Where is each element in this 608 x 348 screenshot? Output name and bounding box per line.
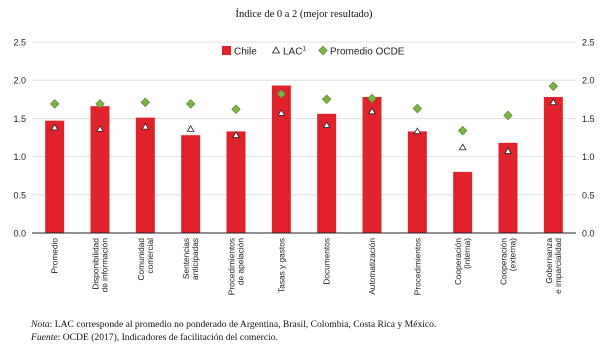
x-category-label: Promedio [50, 238, 60, 274]
note-label: Nota [31, 319, 50, 330]
source-line: Fuente: OCDE (2017), Indicadores de faci… [31, 331, 436, 344]
marker-lac [277, 108, 286, 116]
y-tick-label-right: 0.5 [582, 190, 595, 200]
marker-ocde [321, 94, 332, 105]
x-category-label: (interna) [462, 238, 472, 269]
bar-chile [90, 106, 110, 233]
bar-chile [45, 120, 65, 233]
marker-lac [368, 107, 376, 115]
x-category-label: e imparcialidad [553, 238, 563, 294]
bar-chile [453, 171, 473, 233]
x-category-label: anticipadas [190, 238, 200, 280]
y-tick-label-right: 0.0 [582, 229, 595, 239]
marker-lac [50, 123, 59, 131]
x-category-label: Procedimientos [412, 238, 422, 295]
bar-chile [543, 97, 563, 234]
legend-swatch-chile [222, 46, 231, 55]
y-tick-label-right: 2.5 [582, 38, 595, 48]
marker-ocde [140, 97, 151, 108]
y-tick-label-right: 2.0 [582, 76, 595, 86]
bar-chile [498, 142, 518, 233]
chart-subtitle: Índice de 0 a 2 (mejor resultado) [235, 9, 373, 20]
x-category-label: Comunidad [136, 238, 146, 281]
y-tick-label-left: 2.0 [13, 76, 26, 86]
legend-swatch-ocde [318, 45, 328, 56]
x-category-label: de información [100, 238, 110, 293]
bar-chile [181, 135, 201, 233]
y-tick-label-left: 0.5 [13, 190, 26, 200]
marker-ocde [276, 89, 287, 99]
y-tick-label-left: 0.0 [13, 229, 26, 239]
bar-chart: 0.0 0.0 0.5 0.5 1.0 1.0 1.5 1.5 2.0 2.0 2.5 2.5 Prom… [13, 38, 595, 296]
bar-chile [226, 131, 246, 233]
x-category-label: Sentencias [181, 238, 191, 279]
legend-label-lac: LAC1 [283, 46, 306, 58]
marker-lac [232, 131, 240, 138]
bar-chile [135, 117, 155, 233]
marker-ocde [503, 110, 513, 121]
marker-lac [549, 98, 558, 106]
bar-chile [317, 113, 337, 233]
marker-lac [504, 147, 512, 154]
source-label: Fuente [31, 332, 58, 343]
legend-footnote-marker: 1 [302, 46, 306, 53]
legend-swatch-lac [271, 46, 281, 54]
marker-lac [322, 121, 331, 128]
x-category-label: (externa) [508, 238, 518, 271]
x-category-label: Cooperación [499, 238, 509, 285]
marker-ocde [49, 99, 60, 109]
marker-ocde [548, 81, 559, 92]
y-tick-label-left: 1.5 [13, 114, 26, 124]
marker-lac [141, 122, 150, 130]
marker-lac [186, 124, 195, 132]
marker-ocde [185, 99, 196, 109]
y-tick-label-left: 1.0 [13, 152, 26, 162]
marker-ocde [95, 99, 105, 109]
legend-label-ocde: Promedio OCDE [330, 47, 405, 58]
marker-ocde [231, 104, 241, 114]
bar-chile [271, 85, 291, 233]
y-tick-label-right: 1.5 [582, 114, 595, 124]
note-line: Nota: LAC corresponde al promedio no pon… [31, 318, 436, 331]
marker-ocde [457, 125, 468, 136]
x-category-label: Documentos [322, 238, 332, 285]
marker-lac [96, 124, 104, 132]
x-category-label: Gobernanza [544, 238, 554, 284]
marker-lac [458, 143, 467, 151]
y-tick-label-right: 1.0 [582, 152, 595, 162]
marker-lac [413, 127, 422, 135]
y-tick-label-left: 2.5 [13, 38, 26, 48]
bar-chile [407, 131, 427, 233]
marker-ocde [412, 103, 423, 114]
x-category-label: Automatización [367, 238, 377, 295]
x-category-label: Procedimientos [227, 238, 237, 295]
x-category-label: Disponibilidad [91, 238, 101, 290]
note-text: : LAC corresponde al promedio no pondera… [49, 319, 437, 330]
marker-ocde [367, 93, 377, 104]
x-category-label: Cooperación [453, 238, 463, 285]
x-category-label: comercial [145, 238, 155, 274]
x-category-label: de apelación [236, 238, 246, 285]
bar-chile [362, 97, 382, 234]
source-text: : OCDE (2017), Indicadores de facilitaci… [57, 332, 278, 343]
chart-notes: Nota: LAC corresponde al promedio no pon… [31, 318, 436, 344]
legend-label-chile: Chile [234, 47, 257, 58]
x-category-label: Tasas y gastos [276, 238, 286, 293]
